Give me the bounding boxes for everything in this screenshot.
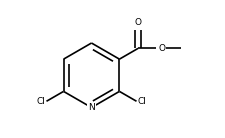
Text: N: N xyxy=(88,103,94,112)
Text: O: O xyxy=(134,18,141,27)
Text: Cl: Cl xyxy=(137,97,146,106)
Text: O: O xyxy=(158,44,165,53)
Text: Cl: Cl xyxy=(36,97,45,106)
